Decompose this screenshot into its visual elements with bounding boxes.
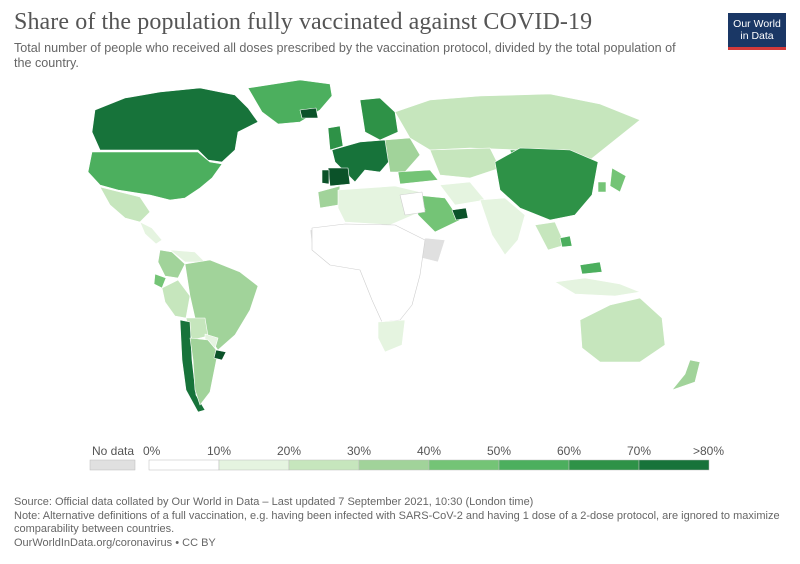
region-united-arab-emirates[interactable] [451, 207, 469, 221]
region-canada[interactable] [91, 87, 259, 163]
legend-bin-1 [218, 459, 290, 471]
source-text: Source: Official data collated by Our Wo… [14, 496, 534, 508]
legend-bin-7 [638, 459, 710, 471]
region-mexico[interactable] [99, 186, 151, 223]
legend-tick-label-0: 0% [143, 444, 161, 458]
owid-logo[interactable]: Our World in Data [728, 13, 786, 50]
legend-bin-3 [358, 459, 430, 471]
logo-line-1: Our World [733, 18, 781, 30]
region-portugal[interactable] [321, 169, 330, 185]
chart-title: Share of the population fully vaccinated… [14, 9, 593, 35]
legend-no-data-swatch [89, 459, 136, 471]
legend-tick-label-1: 10% [207, 444, 231, 458]
region-greenland[interactable] [247, 79, 333, 125]
region-chile[interactable] [179, 319, 206, 413]
legend-bin-6 [568, 459, 640, 471]
footer-separator: • [175, 536, 183, 549]
region-egypt[interactable] [399, 191, 426, 216]
legend-tick-label-6: 60% [557, 444, 581, 458]
world-map: No data 0% 10% 20% 30% 40% 50% 60% 70% >80% [87, 79, 724, 471]
region-ecuador[interactable] [153, 273, 167, 289]
region-peru[interactable] [161, 279, 191, 319]
region-china[interactable] [494, 147, 599, 221]
footer-credit: OurWorldInData.org/coronavirus • CC BY [14, 537, 786, 551]
region-japan[interactable] [609, 167, 627, 193]
legend-tick-label-4: 40% [417, 444, 441, 458]
legend-tick-label-3: 30% [347, 444, 371, 458]
region-south-africa[interactable] [377, 319, 406, 353]
legend-tick-label-2: 20% [277, 444, 301, 458]
legend-bin-5 [498, 459, 570, 471]
region-iceland[interactable] [299, 107, 319, 119]
region-south-korea[interactable] [597, 181, 607, 193]
legend-tick-label-8: >80% [693, 444, 724, 458]
region-cambodia[interactable] [559, 235, 573, 248]
region-morocco[interactable] [317, 185, 341, 209]
legend-bin-2 [288, 459, 360, 471]
region-new-zealand[interactable] [671, 359, 701, 391]
region-colombia[interactable] [157, 249, 186, 279]
region-horn-of-africa[interactable] [421, 237, 446, 263]
legend-tick-label-7: 70% [627, 444, 651, 458]
legend-bin-4 [428, 459, 500, 471]
region-central-america[interactable] [139, 221, 163, 245]
chart-subtitle: Total number of people who received all … [14, 41, 676, 70]
region-uruguay[interactable] [213, 349, 227, 361]
region-sub-saharan-africa[interactable] [311, 223, 426, 323]
region-argentina[interactable] [189, 337, 219, 406]
note-text: Note: Alternative definitions of a full … [14, 509, 780, 536]
region-malaysia[interactable] [579, 261, 603, 275]
region-southeast-asia[interactable] [534, 221, 566, 251]
region-scandinavia[interactable] [359, 97, 399, 141]
region-indonesia[interactable] [554, 277, 641, 297]
legend-no-data-label: No data [92, 444, 134, 458]
region-turkey[interactable] [397, 169, 439, 185]
region-india[interactable] [479, 197, 526, 256]
region-australia[interactable] [579, 297, 666, 363]
region-spain[interactable] [327, 167, 351, 187]
source-link[interactable]: OurWorldInData.org/coronavirus [14, 536, 173, 549]
legend: No data 0% 10% 20% 30% 40% 50% 60% 70% >80% [89, 444, 724, 471]
legend-tick-label-5: 50% [487, 444, 511, 458]
license-label[interactable]: CC BY [182, 536, 216, 549]
legend-bin-0 [148, 459, 220, 471]
region-united-states[interactable] [87, 151, 223, 201]
region-united-kingdom[interactable] [327, 125, 344, 151]
logo-line-2: in Data [740, 30, 774, 42]
footer: Source: Official data collated by Our Wo… [14, 496, 786, 550]
region-kazakhstan[interactable] [429, 147, 501, 179]
region-eastern-europe[interactable] [384, 137, 421, 173]
